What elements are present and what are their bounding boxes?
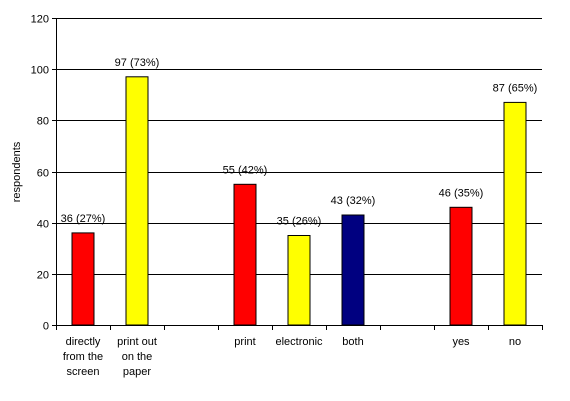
bar xyxy=(449,206,473,326)
category-label: directly xyxy=(66,336,101,348)
bar xyxy=(233,183,257,326)
category-label: paper xyxy=(123,366,151,378)
category-label: electronic xyxy=(275,336,323,348)
category-label: screen xyxy=(66,366,99,378)
data-label: 87 (65%) xyxy=(493,82,538,94)
y-tick-label: 20 xyxy=(37,270,49,282)
category-labels: directly from the screen print out on the pap… xyxy=(63,336,521,378)
data-label: 36 (27%) xyxy=(61,213,106,225)
data-labels: 36 (27%) 97 (73%) 55 (42%) 35 (26%) 43 (32%)… xyxy=(61,57,538,228)
bar xyxy=(341,214,365,326)
category-label: both xyxy=(342,336,363,348)
category-label: print out xyxy=(117,336,157,348)
category-label: no xyxy=(509,336,521,348)
y-tick-label: 100 xyxy=(31,65,49,77)
bar xyxy=(503,101,527,326)
category-label: print xyxy=(234,336,255,348)
y-tick-label: 0 xyxy=(43,321,49,333)
category-label: from the xyxy=(63,351,103,363)
data-label: 35 (26%) xyxy=(277,216,322,228)
y-tick-label: 80 xyxy=(37,116,49,128)
data-label: 55 (42%) xyxy=(223,164,268,176)
y-tick-label: 60 xyxy=(37,168,49,180)
data-label: 97 (73%) xyxy=(115,57,160,69)
data-label: 43 (32%) xyxy=(331,195,376,207)
bars xyxy=(71,76,527,326)
y-tick-label: 40 xyxy=(37,219,49,231)
category-label: on the xyxy=(122,351,153,363)
bar xyxy=(71,232,95,326)
data-label: 46 (35%) xyxy=(439,187,484,199)
y-axis-label: respondents xyxy=(11,141,23,202)
y-tick-label: 120 xyxy=(31,14,49,26)
bar xyxy=(125,76,149,326)
y-tick-labels: 0 20 40 60 80 100 120 xyxy=(31,14,49,333)
category-label: yes xyxy=(452,336,470,348)
bar xyxy=(287,235,311,326)
